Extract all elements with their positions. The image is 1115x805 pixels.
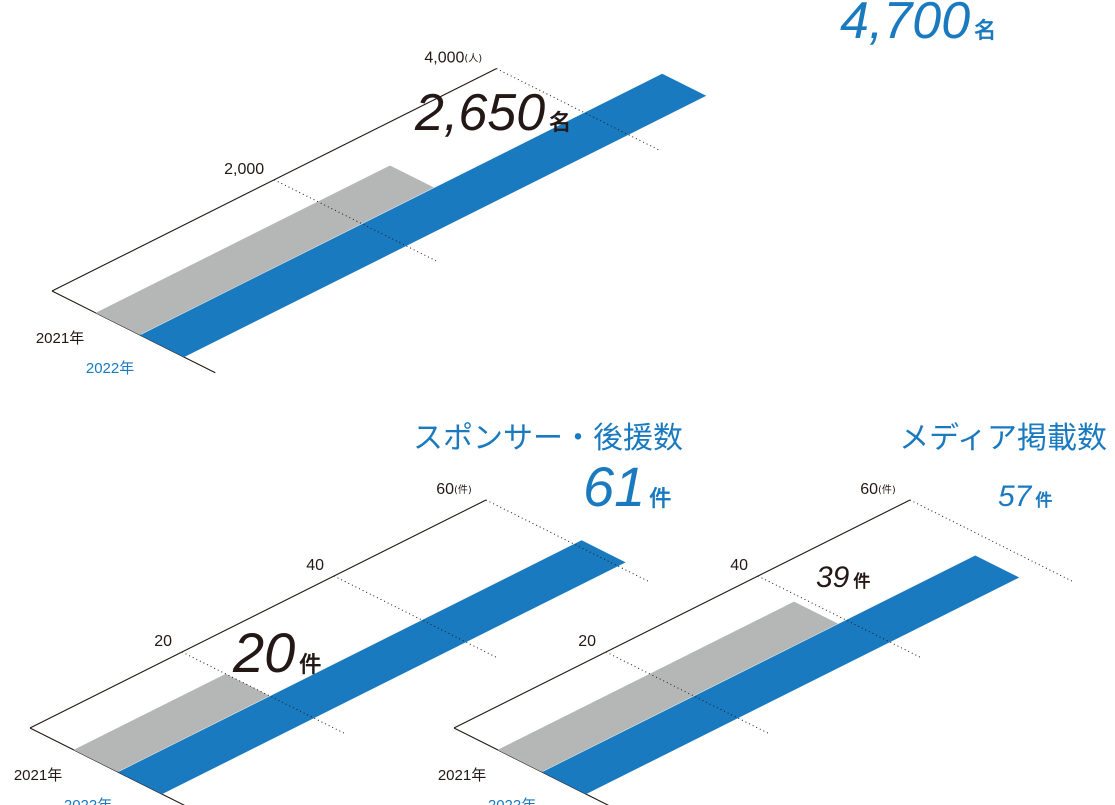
gridline-60 [909,499,1074,583]
gridline-20 [181,651,346,735]
unit-label: (件) [454,484,472,496]
tick-label: 40 [730,557,748,574]
axis-line [29,499,487,729]
chart-group-1: 20 40 60(件) 2021年 2022年 20件 61件 [14,455,671,805]
year-label-2021: 2021年 [438,767,486,784]
tick-label: 4,000 [424,50,464,67]
axis-line [453,499,911,729]
value-label-2022: 57 件 [998,480,1052,513]
unit-label: (件) [878,484,896,496]
year-label-2022: 2022年 [86,360,134,377]
gridline-60 [485,499,650,583]
value-label-2021: 20 件 [232,621,321,684]
gridline-40 [757,575,922,659]
bar-2022 [140,73,707,358]
gridline-20 [605,651,770,735]
tick-label: 2,000 [224,161,264,178]
gridline-2,000 [273,179,438,263]
bar-2022 [118,540,626,795]
bar-2021 [497,601,839,772]
unit-label: (人) [464,53,482,65]
gridline-4,000 [496,68,660,151]
year-label-2022: 2022年 [488,797,536,805]
media-chart-title: メディア掲載数 [899,421,1107,456]
value-label-2022: 61 件 [583,455,671,518]
value-label-2021: 39 件 [816,561,870,594]
value-label-2022: 4,700 名 [840,0,996,50]
tick-label: 20 [154,633,172,650]
tick-label: 60 [860,481,878,498]
baseline-edge [453,727,609,805]
tick-label: 60 [436,481,454,498]
bar-2021 [73,673,270,772]
year-label-2021: 2021年 [14,767,62,784]
bar-2021 [95,165,435,335]
bar-2022 [542,555,1020,795]
year-label-2021: 2021年 [36,330,84,347]
tick-label: 20 [578,633,596,650]
sponsor-chart-title: スポンサー・後援数 [413,421,683,456]
tick-label: 40 [306,557,324,574]
value-label-2021: 2,650 名 [414,84,571,142]
year-label-2022: 2022年 [64,797,112,805]
gridline-40 [333,575,498,659]
